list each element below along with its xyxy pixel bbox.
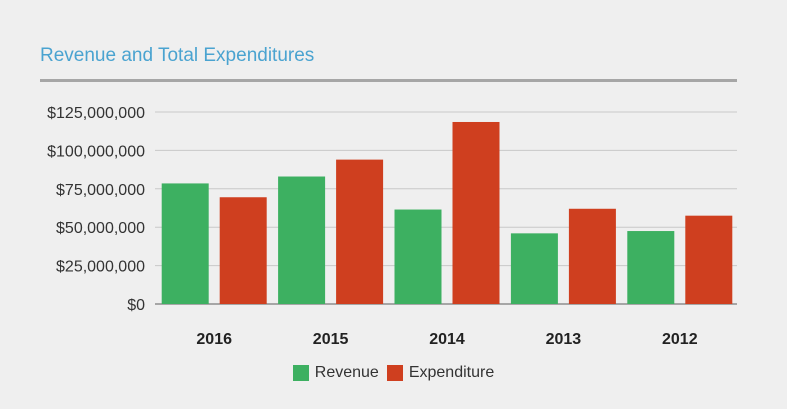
bar-revenue-2014 xyxy=(394,209,442,304)
legend-item-revenue[interactable]: Revenue xyxy=(292,364,379,382)
bar-revenue-2015 xyxy=(278,176,326,304)
y-tick-label: $125,000,000 xyxy=(47,105,145,122)
x-tick-label: 2014 xyxy=(429,331,465,348)
x-tick-label: 2015 xyxy=(313,331,349,348)
bar-revenue-2013 xyxy=(510,233,558,304)
legend-label-revenue: Revenue xyxy=(314,364,379,381)
y-tick-label: $0 xyxy=(127,297,145,314)
y-tick-label: $50,000,000 xyxy=(56,220,145,237)
chart-legend: Revenue Expenditure xyxy=(0,364,787,382)
legend-swatch-revenue xyxy=(292,365,309,381)
bar-expenditure-2016 xyxy=(219,197,267,304)
legend-swatch-expenditure xyxy=(386,365,403,381)
x-tick-label: 2016 xyxy=(196,331,232,348)
bar-revenue-2012 xyxy=(627,231,675,304)
x-tick-label: 2013 xyxy=(546,331,582,348)
bar-expenditure-2014 xyxy=(452,121,500,304)
bar-expenditure-2015 xyxy=(336,159,384,304)
chart-title: Revenue and Total Expenditures xyxy=(40,45,315,66)
x-tick-label: 2012 xyxy=(662,331,698,348)
y-tick-label: $100,000,000 xyxy=(47,143,145,160)
y-tick-label: $75,000,000 xyxy=(56,182,145,199)
legend-label-expenditure: Expenditure xyxy=(408,364,495,381)
bar-revenue-2016 xyxy=(161,183,209,304)
y-tick-label: $25,000,000 xyxy=(56,259,145,276)
title-divider xyxy=(40,79,737,82)
bar-expenditure-2012 xyxy=(685,215,733,304)
bar-expenditure-2013 xyxy=(568,208,616,304)
legend-item-expenditure[interactable]: Expenditure xyxy=(386,364,495,382)
